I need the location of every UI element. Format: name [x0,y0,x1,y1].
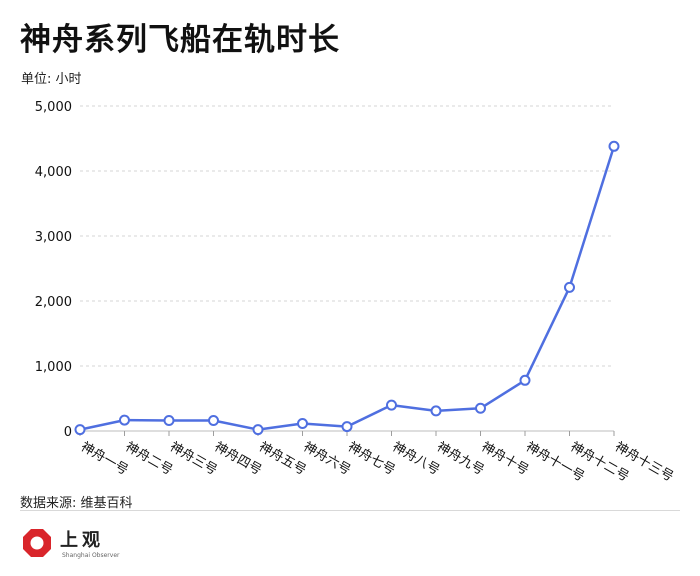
data-point [119,414,130,426]
data-point [519,374,531,386]
chart-title: 神舟系列飞船在轨时长 [20,22,340,58]
logo-subtext: Shanghai Observer [62,552,120,559]
logo-badge-icon [23,529,51,557]
y-tick-label: 0 [64,425,72,440]
x-tick-label: 神舟六号 [301,439,354,478]
source-note: 数据来源: 维基百科 [20,496,133,511]
data-points [74,140,620,436]
footer-divider [20,510,680,511]
y-tick-label: 4,000 [35,165,72,180]
data-point [297,418,308,430]
logo-text: 上观 [60,530,104,551]
data-point [341,421,353,433]
x-tick-label: 神舟七号 [345,439,398,478]
x-tick-label: 神舟二号 [123,439,176,478]
series-path [79,145,616,431]
x-axis: 神舟一号神舟二号神舟三号神舟四号神舟五号神舟六号神舟七号神舟八号神舟九号神舟十号… [78,430,676,485]
y-tick-label: 1,000 [35,360,72,375]
data-point [564,281,575,293]
series-line [79,145,616,431]
data-point [163,414,175,426]
publisher-logo: 上观 Shanghai Observer [22,526,142,566]
y-tick-label: 2,000 [35,295,72,310]
data-point [608,140,620,152]
x-tick-label: 神舟十号 [479,439,532,478]
y-tick-label: 3,000 [35,230,72,245]
unit-label: 单位: 小时 [21,72,82,87]
data-point [252,424,264,436]
data-point [208,414,219,426]
y-axis: 0 1,000 2,000 3,000 4,000 5,000 [35,100,72,440]
x-tick-label: 神舟五号 [256,439,309,478]
x-tick-label: 神舟八号 [390,439,443,478]
x-tick-label: 神舟九号 [434,439,487,478]
data-point [74,424,86,436]
gridlines [80,105,614,367]
x-tick-label: 神舟四号 [212,439,265,478]
y-tick-label: 5,000 [35,100,72,115]
data-point [386,399,397,411]
x-tick-label: 神舟一号 [78,439,131,478]
x-tick-label: 神舟三号 [167,439,220,478]
data-point [430,405,442,417]
data-point [475,402,486,414]
